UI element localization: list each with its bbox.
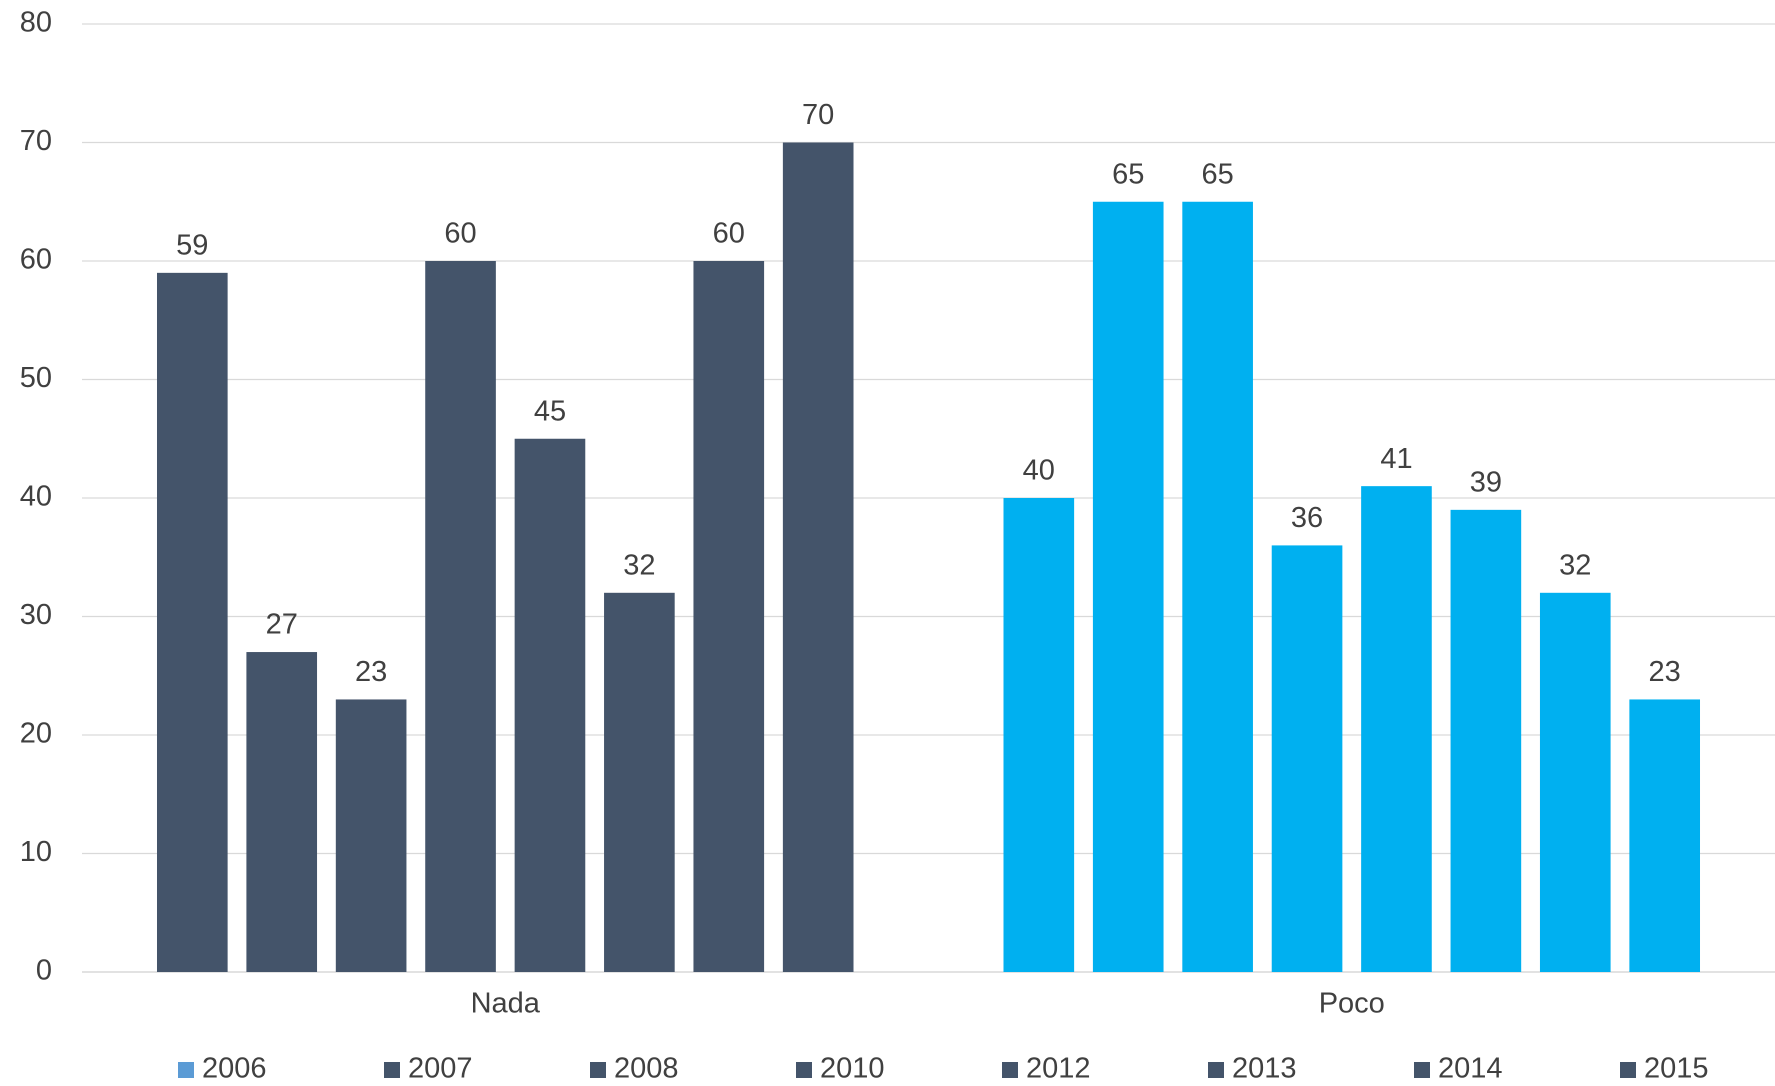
bar [156, 272, 228, 973]
data-label: 27 [266, 609, 298, 641]
legend-swatch [796, 1062, 812, 1078]
y-tick-label: 10 [20, 836, 52, 868]
x-tick-label: Poco [1319, 988, 1385, 1020]
data-label: 32 [623, 549, 655, 581]
bar [335, 699, 407, 972]
y-tick-label: 70 [20, 125, 52, 157]
y-tick-label: 50 [20, 362, 52, 394]
bar [1092, 201, 1164, 972]
bar [1003, 498, 1075, 972]
data-label: 23 [1649, 656, 1681, 688]
y-tick-label: 30 [20, 599, 52, 631]
legend-swatch [590, 1062, 606, 1078]
y-tick-label: 40 [20, 481, 52, 513]
bar [693, 261, 765, 972]
data-label: 39 [1470, 467, 1502, 499]
data-label: 60 [713, 218, 745, 250]
bar [1629, 699, 1701, 972]
legend-label: 2008 [614, 1053, 679, 1085]
bar [1182, 201, 1253, 972]
data-label: 60 [444, 218, 476, 250]
y-tick-label: 60 [20, 244, 52, 276]
y-tick-label: 0 [36, 955, 52, 987]
bar [1539, 592, 1611, 972]
bar [514, 438, 586, 972]
legend-swatch [1414, 1062, 1430, 1078]
legend-label: 2010 [820, 1053, 885, 1085]
bar [604, 592, 675, 972]
legend-label: 2006 [202, 1053, 267, 1085]
data-label: 23 [355, 656, 387, 688]
data-label: 32 [1559, 549, 1591, 581]
legend-label: 2015 [1644, 1053, 1709, 1085]
legend-swatch [384, 1062, 400, 1078]
y-tick-label: 80 [20, 7, 52, 39]
bar [1361, 486, 1432, 972]
legend-swatch [1002, 1062, 1018, 1078]
legend-swatch [178, 1062, 194, 1078]
legend-label: 2014 [1438, 1053, 1503, 1085]
data-label: 41 [1380, 443, 1412, 475]
data-label: 40 [1023, 455, 1055, 487]
legend-label: 2013 [1232, 1053, 1297, 1085]
bar [1271, 545, 1343, 972]
data-label: 70 [802, 99, 834, 131]
data-label: 36 [1291, 502, 1323, 534]
legend-label: 2007 [408, 1053, 473, 1085]
legend-swatch [1620, 1062, 1636, 1078]
data-label: 59 [176, 230, 208, 262]
x-tick-label: Nada [471, 988, 541, 1020]
bar [1450, 509, 1522, 972]
bar [782, 142, 854, 972]
y-tick-label: 20 [20, 718, 52, 750]
bar [246, 652, 318, 972]
legend-label: 2012 [1026, 1053, 1091, 1085]
data-label: 65 [1112, 158, 1144, 190]
legend-swatch [1208, 1062, 1224, 1078]
data-label: 45 [534, 395, 566, 427]
data-label: 65 [1201, 158, 1233, 190]
bar [425, 261, 496, 972]
